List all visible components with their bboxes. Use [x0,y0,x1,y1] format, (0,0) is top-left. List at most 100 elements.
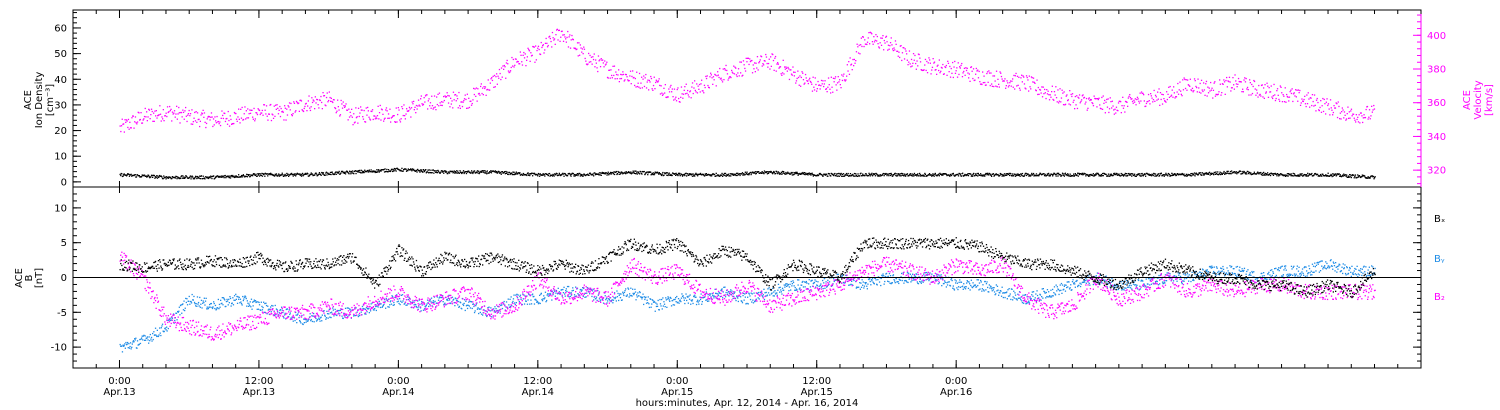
density-point [1189,174,1191,176]
velocity-point [714,74,717,76]
velocity-point [948,71,950,73]
velocity-point [671,88,673,90]
by-point [489,310,491,312]
velocity-point [1203,89,1205,91]
by-point [233,299,235,301]
density-point [663,172,666,174]
density-point [899,173,902,175]
velocity-point [1153,89,1155,92]
by-point [353,314,355,316]
velocity-point [812,76,814,78]
velocity-point [234,112,236,115]
by-point [124,343,126,345]
by-point [296,322,298,324]
density-point [1297,175,1300,177]
velocity-point [725,64,727,67]
density-point [225,177,227,179]
by-point [250,306,252,308]
density-point [1293,175,1295,177]
density-point [883,172,885,175]
velocity-point [823,85,825,88]
density-point [669,174,671,176]
velocity-point [351,108,353,110]
by-point [309,313,311,315]
density-point [784,173,787,175]
velocity-point [597,55,600,57]
density-point [443,172,445,174]
density-point [1077,175,1079,177]
by-point [223,298,225,300]
velocity-point [1166,98,1168,101]
velocity-point [383,118,385,120]
density-point [148,174,150,177]
density-point [597,173,599,175]
density-point [556,173,558,175]
density-point [564,173,566,175]
velocity-point [653,76,655,78]
velocity-point [975,73,977,75]
velocity-point [863,45,865,48]
velocity-point [256,113,259,116]
velocity-point [276,104,278,106]
density-point [165,178,167,180]
density-point [854,175,856,177]
velocity-point [1291,88,1293,90]
velocity-point [856,43,858,45]
by-point [256,308,258,310]
velocity-point [548,36,550,38]
density-point [203,177,205,179]
velocity-point [554,43,556,45]
velocity-point [756,56,759,58]
density-point [334,172,336,174]
by-point [196,296,199,298]
density-point [262,173,264,175]
velocity-point [876,35,878,38]
velocity-point [403,104,405,106]
velocity-point [843,79,846,81]
velocity-point [1294,95,1296,97]
velocity-point [1157,91,1159,93]
velocity-point [431,95,433,97]
density-point [988,174,990,176]
density-point [876,173,878,175]
density-point [379,169,382,171]
velocity-point [724,69,726,71]
velocity-point [574,47,576,50]
density-point [1190,175,1193,177]
density-point [583,173,585,175]
velocity-point [643,75,645,77]
density-point [1256,172,1258,174]
density-point [800,173,802,175]
velocity-point [379,104,381,107]
velocity-point [237,116,239,118]
velocity-point [1005,85,1007,87]
velocity-point [1275,97,1277,100]
density-point [636,172,638,174]
velocity-point [1055,97,1058,99]
by-point [272,305,274,307]
velocity-point [187,113,190,115]
velocity-point [977,69,979,71]
velocity-point [560,30,563,33]
density-point [437,170,440,172]
density-point [1269,173,1271,175]
density-point [1286,173,1289,175]
density-point [392,169,394,171]
density-point [805,172,807,174]
density-point [414,169,416,172]
velocity-point [173,112,175,114]
velocity-point [486,88,489,91]
velocity-point [559,40,561,42]
density-point [1192,173,1194,175]
velocity-point [650,75,652,78]
velocity-point [855,60,857,62]
velocity-point [1104,99,1106,102]
velocity-point [610,69,612,71]
velocity-point [141,122,143,124]
velocity-point [529,60,531,62]
density-point [126,174,128,176]
by-point [176,319,178,321]
velocity-point [582,53,584,55]
density-point [1128,174,1130,176]
density-point [609,172,611,175]
